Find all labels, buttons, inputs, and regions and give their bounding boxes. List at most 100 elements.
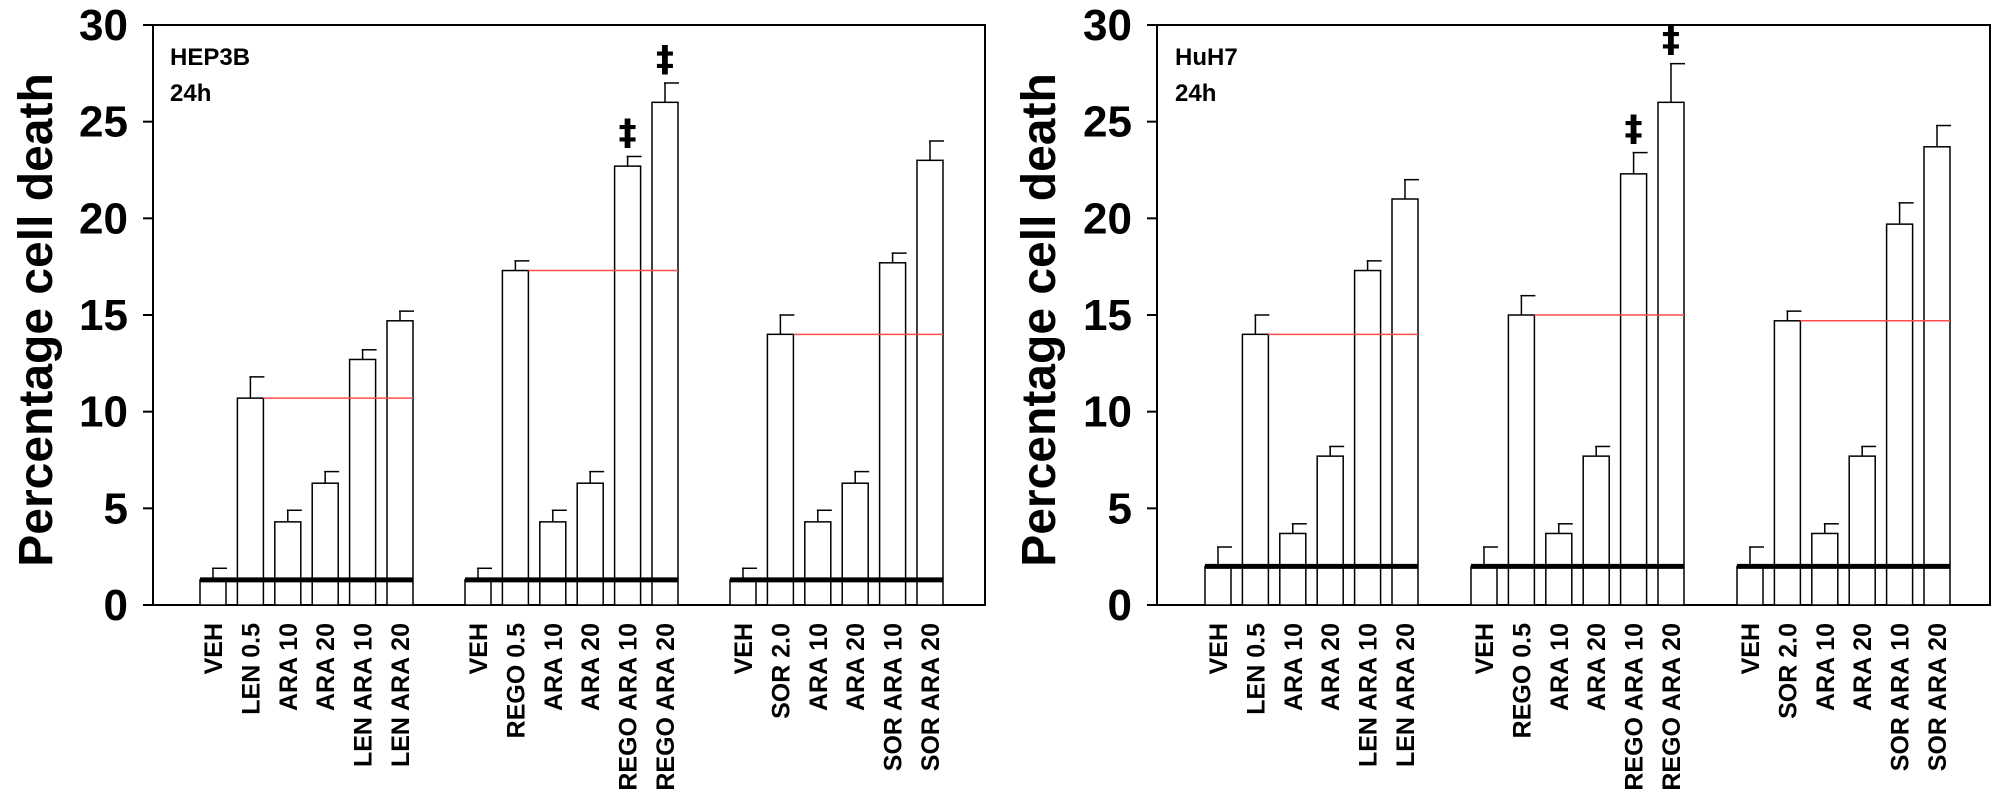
bar-group: VEH LEN 0.5 ARA 10 ARA 20 LEN ARA 10 LEN ARA … bbox=[1204, 178, 1420, 767]
bar bbox=[1657, 101, 1685, 606]
bar bbox=[1204, 565, 1232, 606]
bar bbox=[1811, 532, 1839, 606]
category-label: REGO ARA 20 bbox=[652, 623, 680, 791]
panel-label: HuH7 bbox=[1175, 44, 1238, 71]
category-label: LEN ARA 20 bbox=[1392, 623, 1420, 767]
category-label: ARA 10 bbox=[275, 623, 303, 711]
y-tick-label: 10 bbox=[79, 388, 128, 437]
category-label: ARA 20 bbox=[577, 623, 605, 711]
bar bbox=[1470, 565, 1498, 606]
category-label: ARA 20 bbox=[1849, 623, 1877, 711]
category-label: ARA 10 bbox=[1812, 623, 1840, 711]
bar bbox=[1391, 198, 1419, 606]
bar bbox=[1353, 269, 1382, 606]
bar bbox=[1773, 320, 1802, 606]
category-label: ARA 10 bbox=[540, 623, 568, 711]
category-label: SOR 2.0 bbox=[767, 623, 795, 719]
bar bbox=[1848, 455, 1876, 606]
category-label: REGO 0.5 bbox=[1508, 623, 1536, 738]
category-label: VEH bbox=[1205, 623, 1233, 674]
y-axis-label: Percentage cell death bbox=[1013, 73, 1066, 567]
bar bbox=[501, 269, 530, 606]
bar bbox=[1279, 532, 1307, 606]
bar-group: VEH LEN 0.5 ARA 10 ARA 20 LEN ARA 10 LEN ARA … bbox=[199, 310, 415, 767]
bar bbox=[1316, 455, 1344, 606]
bar bbox=[878, 262, 907, 606]
panel-label: 24h bbox=[1175, 80, 1216, 107]
bar bbox=[1885, 223, 1914, 606]
bar bbox=[274, 521, 302, 606]
bar bbox=[804, 521, 832, 606]
significance-marker: ‡ bbox=[656, 39, 674, 80]
y-tick-label: 25 bbox=[79, 98, 128, 147]
category-label: VEH bbox=[1737, 623, 1765, 674]
category-label: LEN 0.5 bbox=[1242, 623, 1270, 715]
y-tick-label: 20 bbox=[1083, 194, 1132, 243]
chart-panel-hep3b: 0 5 10 15 20 25 30 Percentage cell death HEP3B 24… bbox=[10, 1, 986, 791]
category-label: VEH bbox=[730, 623, 758, 674]
significance-marker: ‡ bbox=[1625, 109, 1643, 150]
bar bbox=[1736, 565, 1764, 606]
bar bbox=[464, 579, 492, 606]
y-tick-label: 15 bbox=[1083, 291, 1132, 340]
bar bbox=[1241, 333, 1270, 606]
bar bbox=[539, 521, 567, 606]
category-label: ARA 10 bbox=[1280, 623, 1308, 711]
bar-group: VEH SOR 2.0 ARA 10 ARA 20 SOR ARA 10 SOR ARA … bbox=[729, 140, 945, 771]
panel-label: 24h bbox=[170, 80, 211, 107]
y-tick-label: 25 bbox=[1083, 98, 1132, 147]
category-label: SOR ARA 20 bbox=[917, 623, 945, 771]
category-label: LEN ARA 20 bbox=[387, 623, 415, 767]
category-label: ARA 20 bbox=[1317, 623, 1345, 711]
bar bbox=[651, 101, 679, 606]
y-tick-label: 5 bbox=[1108, 484, 1132, 533]
bar-group: VEH REGO 0.5 ARA 10 ARA 20 ‡ REGO ARA 10 ‡ REGO… bbox=[464, 39, 680, 791]
bar bbox=[766, 333, 795, 606]
significance-marker: ‡ bbox=[619, 112, 637, 153]
y-tick-label: 5 bbox=[104, 484, 128, 533]
bar bbox=[729, 579, 757, 606]
panel-label: HEP3B bbox=[170, 44, 250, 71]
category-label: VEH bbox=[465, 623, 493, 674]
category-label: VEH bbox=[200, 623, 228, 674]
bar bbox=[1923, 146, 1951, 606]
y-tick-label: 30 bbox=[79, 1, 128, 50]
significance-marker: ‡ bbox=[1662, 20, 1680, 61]
category-label: LEN ARA 10 bbox=[1355, 623, 1383, 767]
y-tick-label: 0 bbox=[1108, 581, 1132, 630]
category-label: LEN 0.5 bbox=[237, 623, 265, 715]
bar bbox=[1619, 173, 1648, 606]
bar bbox=[1507, 314, 1536, 606]
category-label: SOR 2.0 bbox=[1774, 623, 1802, 719]
category-label: REGO 0.5 bbox=[502, 623, 530, 738]
category-label: REGO ARA 20 bbox=[1658, 623, 1686, 791]
category-label: LEN ARA 10 bbox=[350, 623, 378, 767]
bar bbox=[386, 320, 414, 606]
bar-group: VEH SOR 2.0 ARA 10 ARA 20 SOR ARA 10 SOR ARA … bbox=[1736, 124, 1952, 771]
category-label: ARA 20 bbox=[842, 623, 870, 711]
category-label: ARA 20 bbox=[1583, 623, 1611, 711]
category-label: ARA 10 bbox=[1546, 623, 1574, 711]
bar bbox=[916, 159, 944, 606]
bar bbox=[576, 482, 604, 606]
y-tick-label: 15 bbox=[79, 291, 128, 340]
bar bbox=[348, 358, 377, 606]
bar bbox=[236, 397, 265, 606]
y-axis-label: Percentage cell death bbox=[10, 73, 63, 567]
category-label: ARA 10 bbox=[805, 623, 833, 711]
category-label: ARA 20 bbox=[312, 623, 340, 711]
y-tick-label: 10 bbox=[1083, 388, 1132, 437]
bar bbox=[199, 579, 227, 606]
chart-panel-huh7: 0 5 10 15 20 25 30 Percentage cell death HuH7 24h… bbox=[1013, 1, 1991, 791]
y-tick-label: 30 bbox=[1083, 1, 1132, 50]
bar bbox=[841, 482, 869, 606]
bar bbox=[613, 165, 642, 606]
y-tick-label: 20 bbox=[79, 194, 128, 243]
category-label: SOR ARA 20 bbox=[1924, 623, 1952, 771]
bar bbox=[311, 482, 339, 606]
bar bbox=[1545, 532, 1573, 606]
category-label: SOR ARA 10 bbox=[1887, 623, 1915, 771]
bar bbox=[1582, 455, 1610, 606]
category-label: REGO ARA 10 bbox=[1621, 623, 1649, 791]
